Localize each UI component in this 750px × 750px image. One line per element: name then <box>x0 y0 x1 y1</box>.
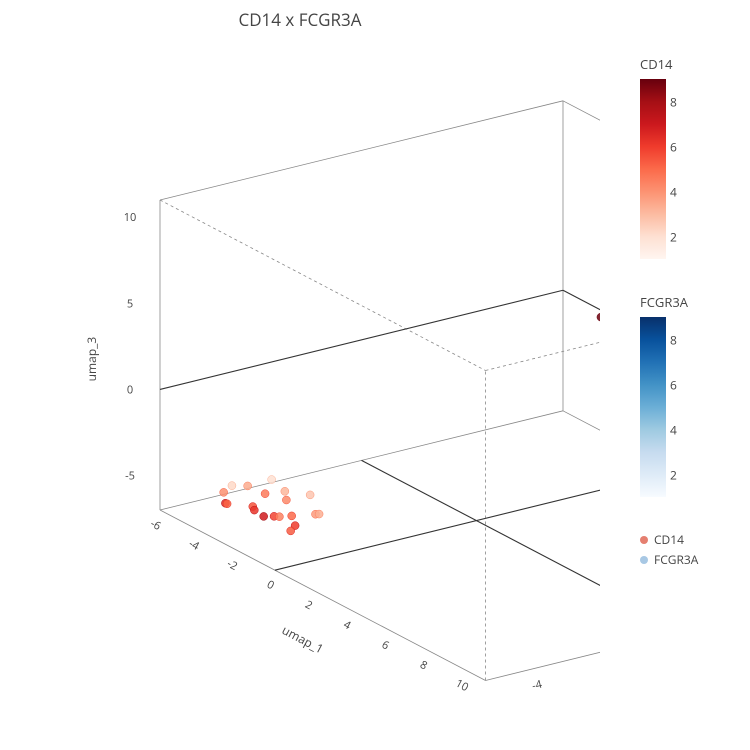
svg-text:4: 4 <box>341 617 354 634</box>
colorbar-tick: 4 <box>670 421 677 438</box>
legend-dot-fcgr3a <box>640 556 648 564</box>
svg-text:0: 0 <box>127 382 133 397</box>
colorbar-tick: 2 <box>670 228 677 245</box>
colorbar-ticks-cd14: 2 4 6 8 <box>670 79 710 259</box>
colorbar-tick: 8 <box>670 93 677 110</box>
scatter-point[interactable] <box>223 500 231 508</box>
scatter-point[interactable] <box>597 313 600 321</box>
scatter3d-plot[interactable]: -6-4-20246810umap_1-4-2024umap_2-50510um… <box>20 40 600 720</box>
sidebar: CD14 2 4 6 8 FCGR3A 2 4 6 8 CD14 FCGR3A <box>640 55 730 571</box>
scatter-point[interactable] <box>250 506 258 514</box>
svg-text:10: 10 <box>453 676 471 695</box>
legend-item-fcgr3a[interactable]: FCGR3A <box>640 551 730 568</box>
svg-text:-6: -6 <box>148 516 164 534</box>
scatter-point[interactable] <box>220 488 228 496</box>
svg-text:-2: -2 <box>224 556 240 574</box>
scatter-point[interactable] <box>228 482 236 490</box>
scatter-point[interactable] <box>287 527 295 535</box>
svg-text:umap_3: umap_3 <box>83 337 100 382</box>
colorbar-title-cd14: CD14 <box>640 55 730 73</box>
colorbar-tick: 8 <box>670 331 677 348</box>
svg-text:0: 0 <box>264 577 277 593</box>
svg-text:8: 8 <box>417 657 430 673</box>
legend-item-cd14[interactable]: CD14 <box>640 531 730 548</box>
svg-text:-5: -5 <box>125 469 135 484</box>
scatter-point[interactable] <box>261 490 269 498</box>
colorbar-tick: 2 <box>670 466 677 483</box>
svg-text:2: 2 <box>303 597 316 613</box>
chart-title: CD14 x FCGR3A <box>0 8 600 31</box>
scatter-point[interactable] <box>244 482 252 490</box>
colorbar-tick: 6 <box>670 138 677 155</box>
svg-text:5: 5 <box>127 296 133 311</box>
svg-text:-4: -4 <box>186 536 202 554</box>
colorbar-gradient-fcgr3a <box>640 317 666 497</box>
svg-text:umap_1: umap_1 <box>279 621 326 657</box>
colorbar-gradient-cd14 <box>640 79 666 259</box>
scatter-point[interactable] <box>315 510 323 518</box>
legend-label-cd14: CD14 <box>654 531 684 548</box>
legend-dot-cd14 <box>640 536 648 544</box>
svg-text:10: 10 <box>124 210 137 225</box>
scene-svg: -6-4-20246810umap_1-4-2024umap_2-50510um… <box>20 40 600 720</box>
svg-text:-4: -4 <box>530 677 544 694</box>
colorbar-cd14: CD14 2 4 6 8 <box>640 55 730 259</box>
svg-text:6: 6 <box>379 637 392 653</box>
scatter-point[interactable] <box>281 487 289 495</box>
scatter-point[interactable] <box>282 496 290 504</box>
scatter-point[interactable] <box>260 512 268 520</box>
colorbar-tick: 6 <box>670 376 677 393</box>
scatter-point[interactable] <box>275 513 283 521</box>
legend-label-fcgr3a: FCGR3A <box>654 551 698 568</box>
colorbar-ticks-fcgr3a: 2 4 6 8 <box>670 317 710 497</box>
colorbar-tick: 4 <box>670 183 677 200</box>
scatter-point[interactable] <box>288 512 296 520</box>
scatter-point[interactable] <box>268 476 276 484</box>
scatter-point[interactable] <box>306 491 314 499</box>
legend: CD14 FCGR3A <box>640 531 730 568</box>
colorbar-fcgr3a: FCGR3A 2 4 6 8 <box>640 293 730 497</box>
colorbar-title-fcgr3a: FCGR3A <box>640 293 730 311</box>
